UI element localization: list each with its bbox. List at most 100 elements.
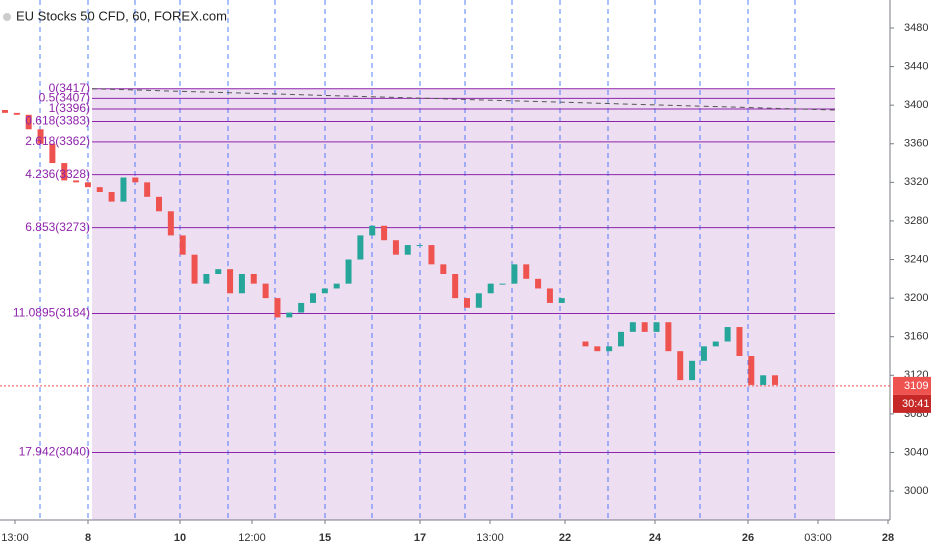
candle-body [238,273,245,294]
candle-body [665,322,672,352]
countdown-label: 30:41 [902,398,930,410]
y-tick-label: 3200 [904,292,928,304]
background-layer [39,0,894,520]
x-tick-label: 12:00 [238,532,266,544]
fib-label: 17.942(3040) [19,445,90,459]
y-tick-label: 3360 [904,138,928,150]
fib-label: 11.0895(3184) [13,306,90,320]
candle-body [37,129,44,144]
fib-label: 4.236(3328) [25,167,90,181]
fib-label: 0.5(3407) [39,91,90,105]
candle-body [227,269,234,294]
last-price-box [893,376,931,395]
candle-body [179,235,186,255]
candle-body [2,109,8,113]
candle-body [606,346,613,352]
candle-body [428,245,435,265]
x-tick-label: 24 [649,532,662,544]
y-tick-label: 3280 [904,215,928,227]
x-tick-label: 03:00 [804,532,832,544]
last-price-label: 3109 [904,380,928,392]
candle-body [61,163,68,181]
candle-body [618,331,624,347]
candle-body [96,187,103,192]
candle-body [464,298,470,308]
candle-body [392,240,399,255]
candle-body [369,225,376,236]
candle-body [381,225,388,241]
candle-body [84,182,91,188]
y-tick-label: 3240 [904,253,928,265]
candle-body [700,346,707,361]
x-tick-label: 13:00 [476,532,504,544]
candle-body [215,269,222,274]
fib-label: 0.618(3383) [25,114,90,128]
candle-body [345,259,352,284]
candle-body [108,191,115,202]
candle-body [641,322,648,332]
status-dot [3,13,11,21]
x-tick-label: 8 [85,532,91,544]
fib-label: 0(3417) [49,81,90,95]
fib-label: 6.853(3273) [25,220,90,234]
candle-body [511,264,518,284]
candle-body [546,288,553,303]
candle-body [499,283,506,285]
fib-label: 2.618(3362) [25,134,90,148]
candle-body [416,245,423,247]
candle-body [333,283,340,289]
candle-body [120,177,127,202]
candle-body [689,360,696,381]
candle-body [582,341,589,347]
candle-body [132,177,139,183]
candle-body [310,293,316,303]
y-tick-label: 3440 [904,60,928,72]
candle-body [357,235,364,260]
countdown-box [893,394,931,413]
marks-layer [2,109,778,385]
candle-body [191,254,198,284]
candle-body [452,273,459,299]
y-tick-label: 3160 [904,331,928,343]
candle-body [523,264,530,279]
trend-line [91,88,836,111]
x-tick-label: 13:00 [1,532,29,544]
candle-body [321,288,328,294]
y-tick-label: 3040 [904,446,928,458]
candle-body [25,114,32,130]
candle-body [629,322,636,332]
fib-label: 1(3396) [49,101,90,115]
fib-zone [92,88,835,520]
candle-body [772,375,778,385]
candle-body [286,312,293,318]
candle-body [558,298,565,303]
candle-body [724,327,731,342]
x-tick-label: 28 [882,532,894,544]
candle-body [156,196,162,212]
candle-body [13,112,20,115]
x-tick-label: 17 [414,532,426,544]
candle-body [404,245,411,255]
candle-body [49,143,56,164]
candle-body [274,298,281,318]
candle-body [677,351,684,381]
candle-body [203,273,210,284]
candle-body [167,211,174,236]
x-tick-label: 10 [174,532,186,544]
candle-body [262,283,269,299]
candle-body [250,273,257,284]
candle-body [440,264,447,274]
candle-body [653,322,660,332]
x-tick-label: 15 [319,532,331,544]
y-tick-label: 3400 [904,99,928,111]
candle-body [73,180,80,183]
candle-body [760,375,767,385]
candle-body [475,293,482,308]
candle-body [487,283,494,294]
candle-body [748,355,755,385]
candle-body [535,278,542,289]
y-tick-label: 3480 [904,22,928,34]
chart-title: EU Stocks 50 CFD, 60, FOREX.com [16,8,227,23]
